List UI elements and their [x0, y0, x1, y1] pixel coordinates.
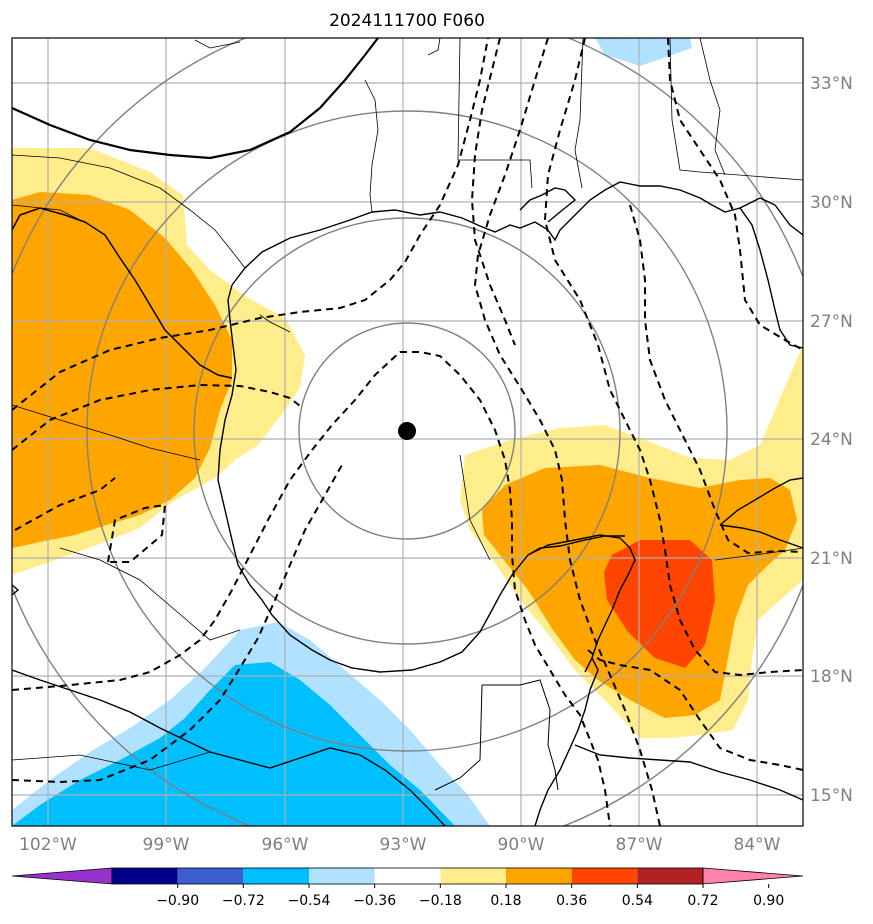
map-frame	[11, 37, 804, 827]
lat-label: 15°N	[810, 786, 853, 806]
lat-label: 18°N	[810, 667, 853, 687]
colorbar: −0.90 −0.72 −0.54 −0.36 −0.18 0.18 0.36 0.54 0.7…	[11, 867, 804, 909]
colorbar-segment	[571, 868, 638, 884]
positive-anomaly-shading	[12, 148, 803, 738]
solid-contour-line	[12, 38, 379, 160]
colorbar-segment	[309, 868, 375, 884]
cuba-coastline	[719, 477, 803, 549]
longitude-labels: 102°W 99°W 96°W 93°W 90°W 87°W 84°W	[19, 835, 781, 855]
dashed-contours	[12, 38, 803, 826]
mexico-guatemala-border	[434, 684, 483, 791]
lon-label: 87°W	[616, 835, 663, 855]
colorbar-extend-low	[11, 867, 113, 885]
map-plot-area	[12, 38, 803, 826]
lat-label: 21°N	[810, 549, 853, 569]
colorbar-segment	[112, 868, 178, 884]
colorbar-tick-label: −0.18	[419, 893, 462, 909]
us-mexico-border	[12, 207, 233, 379]
range-rings	[12, 38, 803, 826]
colorbar-segment	[440, 868, 506, 884]
colorbar-tick-label: −0.54	[288, 893, 331, 909]
us-gulf-coastline	[231, 181, 803, 286]
colorbar-tick-label: 0.54	[622, 893, 653, 909]
central-america-coastline	[534, 657, 599, 826]
texas-mexico-coastline	[217, 284, 636, 673]
mississippi-delta	[519, 187, 577, 223]
colorbar-tick-label: 0.90	[753, 893, 784, 909]
west-coast-fragment	[12, 584, 20, 596]
coastlines-and-borders	[12, 181, 803, 826]
colorbar-segment	[243, 868, 309, 884]
latitude-labels: 33°N 30°N 27°N 24°N 21°N 18°N 15°N	[810, 74, 853, 806]
colorbar-segment	[177, 868, 244, 884]
lat-lon-gridlines	[12, 38, 803, 826]
lat-label: 30°N	[810, 193, 853, 213]
colorbar-segment	[374, 868, 441, 884]
colorbar-tick-label: −0.36	[353, 893, 396, 909]
colorbar-tick-label: 0.36	[556, 893, 587, 909]
honduras-coastline	[574, 744, 803, 801]
colorbar-segment	[506, 868, 572, 884]
lon-label: 93°W	[380, 835, 427, 855]
anomaly-region-west-orange	[12, 192, 232, 548]
colorbar-extend-high	[702, 867, 804, 885]
yucatan-coastline	[527, 535, 625, 556]
map-title: 2024111700 F060	[329, 11, 485, 31]
colorbar-tick-label: −0.90	[156, 893, 199, 909]
lat-label: 27°N	[810, 312, 853, 332]
lon-label: 99°W	[143, 835, 190, 855]
lat-label: 24°N	[810, 430, 853, 450]
lon-label: 90°W	[498, 835, 545, 855]
storm-center-marker	[398, 422, 416, 440]
state-borders	[12, 38, 803, 771]
lon-label: 96°W	[262, 835, 309, 855]
lon-label: 84°W	[734, 835, 781, 855]
mexico-pacific-coastline	[12, 669, 446, 826]
lat-label: 33°N	[810, 74, 853, 94]
colorbar-frame	[111, 867, 704, 885]
colorbar-tick-label: 0.18	[490, 893, 521, 909]
range-ring-3	[86, 110, 728, 752]
range-ring-1	[298, 322, 516, 540]
anomaly-region-south-deepskyblue	[12, 662, 455, 826]
range-ring-2	[193, 217, 621, 645]
colorbar-tick-label: −0.72	[222, 893, 265, 909]
colorbar-tick-label: 0.72	[687, 893, 718, 909]
lon-label: 102°W	[19, 835, 77, 855]
guatemala-belize-border	[482, 679, 559, 791]
colorbar-segment	[637, 868, 703, 884]
